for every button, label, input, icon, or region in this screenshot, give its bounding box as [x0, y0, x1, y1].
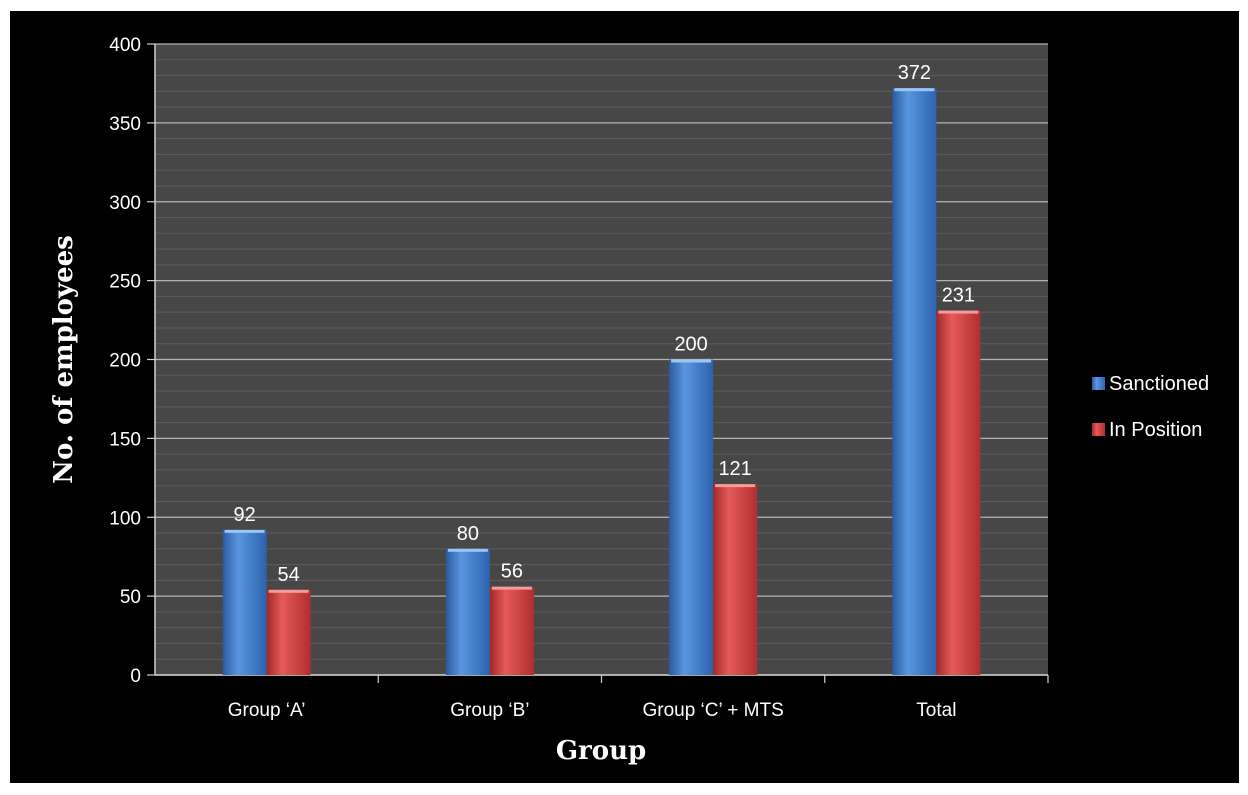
- y-tick-label: 400: [109, 35, 141, 56]
- data-label: 92: [234, 504, 256, 526]
- x-tick-label: Group ‘C’ + MTS: [642, 700, 783, 721]
- data-label: 231: [942, 285, 975, 307]
- data-label: 54: [278, 564, 300, 586]
- bar-sanctioned: [892, 88, 936, 675]
- y-tick-label: 350: [109, 114, 141, 135]
- legend-label: Sanctioned: [1109, 373, 1209, 395]
- bar-in-position: [936, 311, 980, 675]
- data-label: 80: [457, 523, 479, 545]
- y-axis-title: No. of employees: [49, 235, 79, 484]
- data-label: 372: [898, 62, 931, 84]
- bar-top-highlight: [938, 311, 978, 314]
- x-tick-label: Group ‘A’: [228, 700, 306, 721]
- x-axis-title: Group: [556, 736, 646, 766]
- bar-top-highlight: [225, 530, 265, 533]
- x-tick-label: Total: [916, 700, 956, 721]
- bar-top-highlight: [492, 587, 532, 590]
- y-tick-label: 300: [109, 193, 141, 214]
- bar-top-highlight: [894, 88, 934, 91]
- y-tick-label: 0: [130, 666, 141, 687]
- bar-in-position: [490, 587, 534, 675]
- data-label: 56: [501, 561, 523, 583]
- legend-label: In Position: [1109, 419, 1202, 441]
- bar-in-position: [267, 590, 311, 675]
- bar-top-highlight: [715, 484, 755, 487]
- bar-sanctioned: [446, 549, 490, 675]
- y-tick-label: 100: [109, 508, 141, 529]
- bar-top-highlight: [269, 590, 309, 593]
- legend-swatch-sanctioned: [1092, 377, 1105, 390]
- data-label: 200: [674, 334, 707, 356]
- data-label: 121: [718, 458, 751, 480]
- legend-swatch-in-position: [1092, 423, 1105, 436]
- y-tick-label: 150: [109, 429, 141, 450]
- chart-frame: 0 50 100 150 200 250 300 350 400 92 54 80 56 200 121 3…: [10, 11, 1239, 783]
- bar-in-position: [713, 484, 757, 675]
- y-tick-label: 200: [109, 351, 141, 372]
- x-tick-label: Group ‘B’: [450, 700, 529, 721]
- x-tick-labels: Group ‘A’ Group ‘B’ Group ‘C’ + MTS Total: [228, 675, 1048, 721]
- y-tick-labels: 0 50 100 150 200 250 300 350 400: [109, 35, 141, 687]
- y-tick-label: 50: [120, 587, 141, 608]
- bar-sanctioned: [669, 360, 713, 676]
- bar-top-highlight: [448, 549, 488, 552]
- bar-sanctioned: [223, 530, 267, 675]
- legend: Sanctioned In Position: [1092, 373, 1209, 441]
- bar-top-highlight: [671, 360, 711, 363]
- y-tick-label: 250: [109, 272, 141, 293]
- bar-chart: 0 50 100 150 200 250 300 350 400 92 54 80 56 200 121 3…: [10, 11, 1239, 783]
